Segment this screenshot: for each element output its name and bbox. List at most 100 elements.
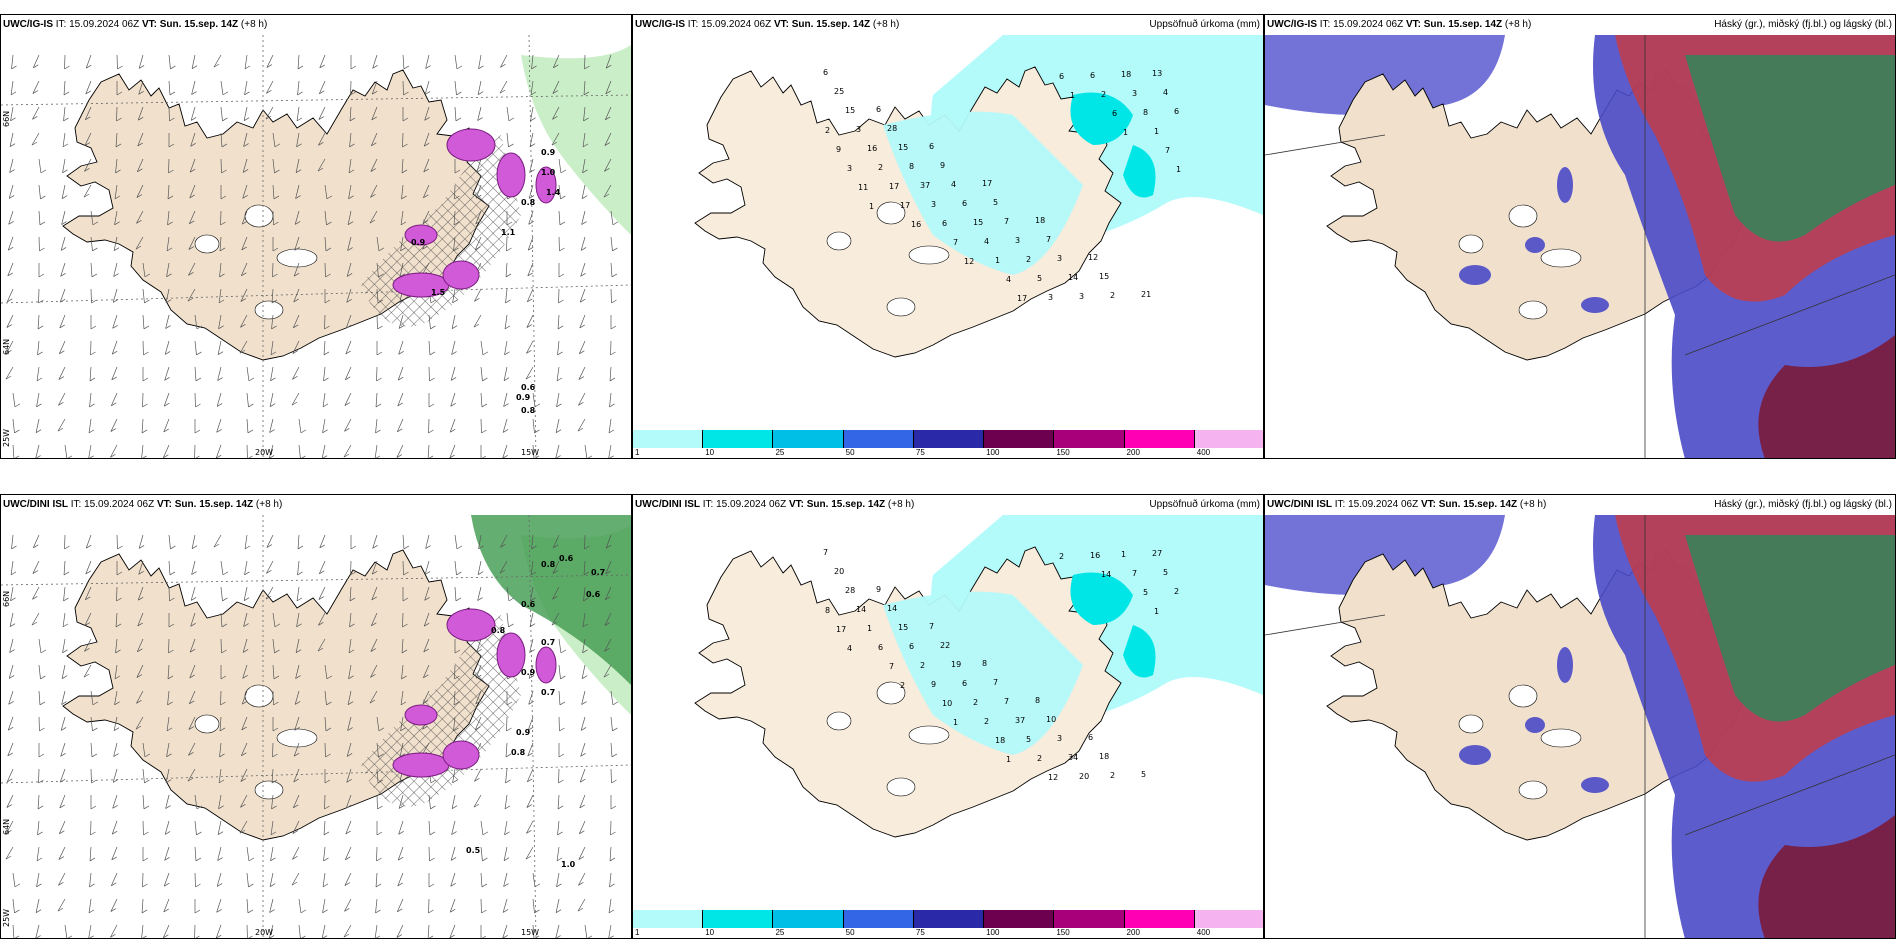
wind-barb [580,778,586,783]
wind-barb [345,856,351,861]
wind-barb [84,168,90,172]
wind-barb [552,80,560,94]
precip-value: 34 [1068,753,1078,762]
wind-barb [89,377,96,382]
wind-barb [217,351,224,355]
axis-label: 64N [2,819,11,835]
wind-barb [218,314,222,329]
precip-value: 15 [1099,272,1109,281]
wind-barb [58,376,65,380]
wind-barb [266,534,274,548]
wind-barb [220,612,223,627]
wind-barb [293,298,299,303]
wind-barb [36,872,40,887]
wind-barb [318,80,326,94]
wind-barb [116,117,122,122]
wind-barb [265,115,272,120]
wind-barb [61,184,66,199]
wind-barb [88,909,95,914]
wind-barb [481,909,487,914]
snow-value: 0.8 [511,748,526,757]
axis-label: 64N [2,339,11,355]
snow-value: 0.6 [559,554,574,563]
wind-barb [60,778,66,783]
glacier [254,780,284,800]
wind-barb [142,377,149,382]
wind-barb [218,805,224,810]
wind-barb [164,402,170,407]
wind-barb [370,184,378,198]
wind-barb [137,142,143,147]
wind-barb [138,80,144,95]
precip-value: 16 [911,220,921,229]
wind-barb [166,727,173,732]
wind-barb [552,54,560,68]
wind-barb [61,210,66,225]
wind-barb [503,872,508,887]
wind-barb [60,742,66,757]
wind-barb [605,80,612,95]
graticule-line [1,574,631,586]
wind-barb [38,184,41,199]
wind-barb [377,805,383,810]
wind-barb [213,543,220,548]
wind-barb [397,908,403,913]
wind-barb [242,700,248,705]
wind-barb [240,768,248,782]
wind-barb [318,116,325,120]
wind-barb [454,560,457,575]
wind-barb [376,831,383,836]
wind-barb [450,883,456,887]
wind-barb [609,377,616,382]
wind-barb [111,820,118,835]
wind-barb [450,366,456,381]
glacier [244,204,274,228]
wind-barb [451,805,458,809]
wind-barb [164,340,170,355]
wind-barb [240,262,248,276]
wind-barb [294,236,300,251]
wind-barb [36,392,40,407]
wind-barb [136,194,143,198]
wind-barb [508,117,515,122]
wind-barb [272,664,275,679]
wind-barb [372,534,378,549]
wind-barb [371,116,377,121]
precip-value: 6 [1174,107,1179,116]
wind-barb [85,90,91,95]
wind-barb [188,726,195,730]
cloud-layer [1758,815,1895,938]
wind-barb [500,54,508,68]
wind-barb [605,54,612,69]
wind-barb [213,54,222,68]
wind-barb [241,726,247,731]
wind-barb [504,340,508,355]
wind-barb [7,742,14,757]
wind-barb [292,376,298,380]
precip-value: 6 [909,642,914,651]
wind-barb [345,340,352,355]
precip-value: 1 [1121,550,1126,559]
wind-barb [553,64,559,69]
wind-barb [169,597,175,602]
precip-value: 2 [1110,291,1115,300]
precip-colorbar: 1 10 25 50 75 100 150 200 400 [633,910,1263,938]
precip-value: 28 [887,124,897,133]
wind-barb [587,935,593,938]
wind-barb [528,690,534,705]
precip-value: 2 [825,126,830,135]
wind-barb [582,638,586,653]
wind-barb [428,403,435,408]
wind-barb [608,909,615,914]
precip-value: 6 [823,68,828,77]
wind-barb [188,742,196,756]
wind-barb [454,80,457,95]
wind-barb [318,596,325,600]
wind-barb [272,158,275,173]
wind-barb [604,612,612,626]
wind-barb [319,54,326,69]
wind-barb [220,221,226,226]
wind-barb [239,349,246,354]
wind-barb [221,143,228,148]
wind-barb [609,366,612,381]
